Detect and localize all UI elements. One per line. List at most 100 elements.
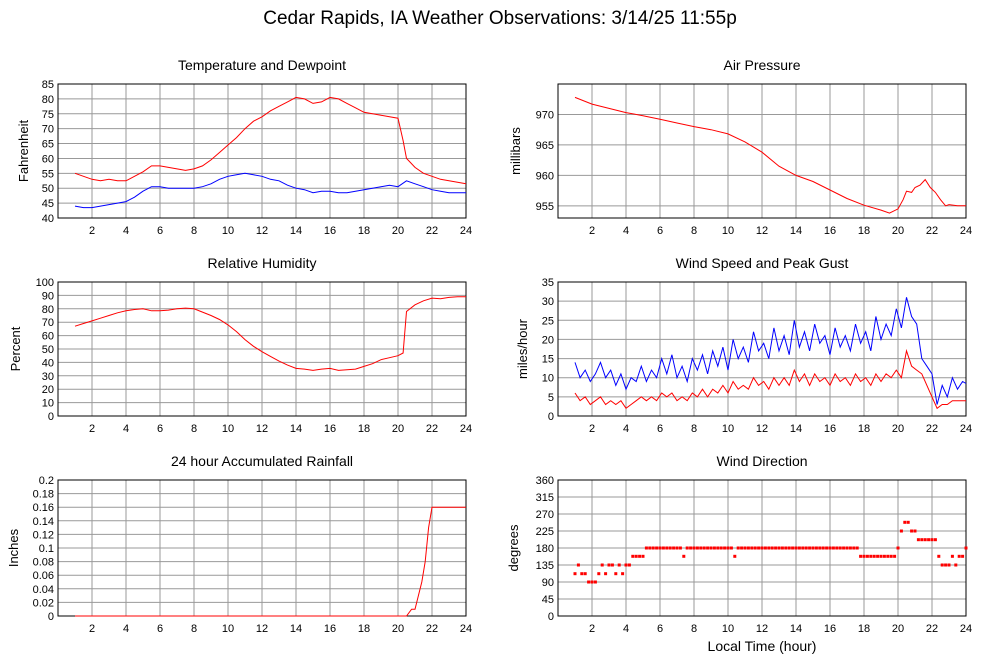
data-point — [859, 554, 863, 558]
data-point — [719, 546, 723, 550]
data-point — [825, 546, 829, 550]
plot-frame — [557, 83, 967, 219]
data-point — [753, 546, 757, 550]
panel-title: Air Pressure — [723, 57, 800, 73]
x-tick-label: 2 — [89, 225, 95, 237]
data-point — [597, 572, 601, 576]
data-point — [763, 546, 767, 550]
x-tick-label: 20 — [892, 225, 904, 237]
data-point — [930, 538, 934, 542]
data-point — [750, 546, 754, 550]
data-point — [600, 563, 604, 567]
data-point — [937, 554, 941, 558]
x-tick-label: 18 — [858, 423, 870, 435]
data-point — [808, 546, 812, 550]
series-line-1 — [74, 96, 467, 185]
y-tick-label: 0.04 — [33, 584, 54, 596]
data-point — [675, 546, 679, 550]
panel-title: Relative Humidity — [208, 255, 317, 271]
data-point — [801, 546, 805, 550]
data-point — [940, 563, 944, 567]
x-tick-label: 20 — [392, 623, 404, 635]
x-tick-label: 24 — [460, 423, 472, 435]
data-point — [961, 554, 965, 558]
y-tick-label: 70 — [42, 124, 54, 136]
x-tick-label: 2 — [589, 225, 595, 237]
data-point — [736, 546, 740, 550]
data-point — [641, 554, 645, 558]
data-point — [689, 546, 693, 550]
x-tick-label: 8 — [691, 423, 697, 435]
x-tick-label: 16 — [324, 623, 336, 635]
x-tick-label: 12 — [756, 623, 768, 635]
data-point — [947, 563, 951, 567]
y-tick-label: 60 — [42, 153, 54, 165]
x-tick-label: 4 — [123, 623, 129, 635]
x-tick-label: 4 — [123, 423, 129, 435]
y-tick-label: 40 — [42, 357, 54, 369]
data-point — [617, 563, 621, 567]
data-point — [614, 572, 618, 576]
y-axis-label: Inches — [6, 528, 21, 567]
x-tick-label: 10 — [722, 423, 734, 435]
y-tick-label: 35 — [542, 277, 554, 289]
data-point — [818, 546, 822, 550]
x-tick-label: 6 — [657, 225, 663, 237]
data-point — [835, 546, 839, 550]
data-point — [920, 538, 924, 542]
x-tick-label: 6 — [157, 423, 163, 435]
data-point — [862, 554, 866, 558]
data-point — [729, 546, 733, 550]
x-tick-label: 4 — [623, 225, 629, 237]
data-point — [916, 538, 920, 542]
data-point — [828, 546, 832, 550]
data-point — [658, 546, 662, 550]
x-tick-label: 16 — [324, 423, 336, 435]
x-tick-label: 24 — [460, 225, 472, 237]
data-point — [580, 572, 584, 576]
y-tick-label: 960 — [536, 170, 554, 182]
y-tick-label: 360 — [536, 475, 554, 487]
data-point — [648, 546, 652, 550]
data-point — [610, 563, 614, 567]
y-tick-label: 55 — [42, 168, 54, 180]
y-tick-label: 20 — [42, 384, 54, 396]
x-tick-label: 22 — [426, 225, 438, 237]
x-tick-label: 22 — [426, 623, 438, 635]
data-point — [794, 546, 798, 550]
x-tick-label: 6 — [657, 423, 663, 435]
data-point — [685, 546, 689, 550]
x-tick-label: 18 — [858, 623, 870, 635]
data-point — [672, 546, 676, 550]
y-tick-label: 30 — [542, 296, 554, 308]
data-point — [787, 546, 791, 550]
data-point — [944, 563, 948, 567]
y-tick-label: 10 — [542, 373, 554, 385]
data-point — [712, 546, 716, 550]
y-tick-label: 0 — [548, 411, 554, 423]
x-tick-label: 12 — [256, 225, 268, 237]
y-tick-label: 970 — [536, 109, 554, 121]
data-point — [651, 546, 655, 550]
y-tick-label: 270 — [536, 509, 554, 521]
series-line-1 — [74, 296, 466, 371]
x-tick-label: 8 — [691, 225, 697, 237]
y-tick-label: 65 — [42, 139, 54, 151]
y-tick-label: 50 — [42, 344, 54, 356]
data-point — [821, 546, 825, 550]
data-point — [723, 546, 727, 550]
x-tick-label: 16 — [824, 225, 836, 237]
x-tick-label: 14 — [790, 423, 802, 435]
x-tick-label: 14 — [290, 423, 302, 435]
x-tick-label: 2 — [589, 423, 595, 435]
data-point — [706, 546, 710, 550]
y-axis-label: degrees — [506, 524, 521, 571]
x-tick-label: 8 — [691, 623, 697, 635]
data-point — [923, 538, 927, 542]
x-tick-label: 24 — [960, 623, 972, 635]
data-point — [848, 546, 852, 550]
x-tick-label: 14 — [290, 225, 302, 237]
data-point — [746, 546, 750, 550]
x-tick-label: 8 — [191, 423, 197, 435]
